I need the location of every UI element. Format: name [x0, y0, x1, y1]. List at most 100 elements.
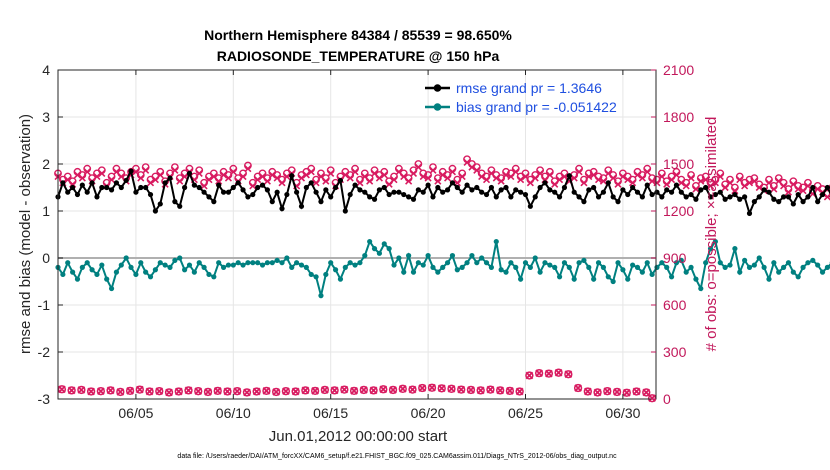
- obs-count-bottom-marker: [223, 387, 232, 396]
- bias-point: [483, 260, 490, 266]
- obs-bottom-x-stroke: [369, 386, 378, 395]
- obs-bottom-x-stroke: [87, 387, 95, 396]
- obs-count-bottom-marker: [613, 388, 621, 396]
- bias-point: [264, 260, 270, 266]
- bias-point: [615, 260, 621, 266]
- obs-count-bottom-marker: [554, 368, 563, 377]
- bias-point: [819, 269, 826, 275]
- obs-bottom-x-stroke: [447, 384, 456, 393]
- obs-assimilated-x-stroke: [142, 166, 150, 174]
- bias-point: [707, 246, 714, 252]
- obs-assimilated-point: [419, 172, 427, 181]
- obs-bottom-x-stroke: [330, 386, 339, 395]
- rmse-point: [332, 184, 339, 191]
- obs-assimilated-point: [93, 172, 101, 181]
- obs-count-bottom-marker: [301, 386, 310, 395]
- obs-count-bottom-marker: [447, 384, 456, 393]
- rmse-point: [342, 208, 348, 214]
- rmse-point: [65, 189, 71, 195]
- obs-assimilated-point: [716, 172, 724, 181]
- obs-assimilated-point: [580, 179, 588, 187]
- bias-point: [94, 271, 100, 278]
- obs-assimilated-point: [278, 179, 286, 187]
- obs-count-bottom-marker: [603, 387, 612, 396]
- obs-assimilated-point: [341, 171, 349, 179]
- rmse-point: [220, 189, 227, 195]
- obs-assimilated-x-stroke: [492, 174, 500, 182]
- rmse-point: [571, 189, 577, 195]
- obs-assimilated-point: [444, 174, 452, 182]
- obs-assimilated-x-stroke: [317, 172, 325, 181]
- obs-count-bottom-marker: [116, 388, 125, 396]
- rmse-point: [581, 199, 587, 205]
- obs-assimilated-point: [745, 179, 754, 187]
- obs-count-bottom-marker: [525, 371, 534, 380]
- obs-count-bottom-marker: [194, 387, 203, 396]
- legend-rmse-label: rmse grand pr = 1.3646: [456, 80, 602, 96]
- rmse-point: [678, 189, 684, 195]
- obs-bottom-x-stroke: [476, 386, 485, 395]
- obs-assimilated-point: [512, 168, 520, 176]
- rmse-point: [771, 196, 777, 202]
- obs-bottom-x-stroke: [174, 387, 183, 396]
- bias-point: [274, 257, 280, 263]
- obs-count-bottom-marker: [340, 385, 349, 394]
- obs-count-bottom-marker: [622, 388, 631, 397]
- legend-rmse-marker: [433, 84, 442, 92]
- obs-count-bottom-point: [272, 387, 281, 397]
- bias-point: [810, 257, 816, 263]
- obs-bottom-x-stroke: [97, 387, 105, 396]
- obs-count-bottom-point: [427, 383, 437, 392]
- obs-assimilated-point: [458, 172, 466, 181]
- obs-assimilated-x-stroke: [643, 168, 651, 176]
- bias-point: [639, 269, 645, 275]
- obs-assimilated-x-stroke: [687, 174, 695, 182]
- obs-count-bottom-point: [116, 387, 125, 397]
- obs-assimilated-x-stroke: [599, 177, 607, 185]
- rmse-point: [152, 208, 158, 214]
- obs-assimilated-point: [726, 179, 734, 187]
- y-left-tick-label: 1: [42, 203, 50, 219]
- rmse-point: [537, 184, 543, 191]
- obs-count-bottom-point: [476, 386, 485, 395]
- bias-point: [123, 255, 129, 261]
- bias-point: [668, 274, 675, 280]
- obs-assimilated-x-stroke: [268, 171, 276, 179]
- obs-assimilated-x-stroke: [619, 172, 627, 181]
- bias-point: [157, 260, 163, 266]
- rmse-point: [167, 175, 173, 181]
- rmse-point: [610, 194, 616, 200]
- obs-count-bottom-point: [320, 385, 330, 395]
- obs-count-bottom-point: [77, 385, 86, 395]
- obs-count-bottom-marker: [77, 386, 86, 394]
- rmse-point: [746, 210, 753, 216]
- rmse-point: [479, 189, 485, 195]
- obs-assimilated-point: [322, 177, 330, 185]
- obs-assimilated-x-stroke: [697, 177, 705, 185]
- bias-point: [430, 264, 436, 270]
- bias-point: [581, 257, 587, 263]
- y-right-tick-label: 1500: [663, 156, 694, 172]
- obs-assimilated-x-stroke: [823, 193, 830, 201]
- rmse-point: [191, 182, 197, 188]
- obs-count-bottom-point: [184, 386, 193, 395]
- obs-bottom-x-stroke: [418, 384, 427, 392]
- obs-assimilated-x-stroke: [78, 174, 86, 182]
- obs-bottom-x-stroke: [252, 387, 261, 396]
- y-right-tick-label: 1800: [663, 109, 694, 125]
- rmse-point: [318, 199, 324, 205]
- rmse-point: [464, 182, 470, 188]
- obs-assimilated-x-stroke: [536, 169, 544, 177]
- obs-assimilated-point: [434, 177, 442, 185]
- bias-point: [751, 262, 757, 268]
- rmse-point: [600, 189, 607, 195]
- rmse-point: [352, 182, 358, 188]
- bias-point: [586, 264, 592, 270]
- obs-bottom-x-stroke: [243, 388, 251, 397]
- obs-bottom-x-stroke: [506, 387, 514, 395]
- bias-point: [488, 264, 495, 270]
- bias-point: [313, 274, 319, 280]
- obs-bottom-x-stroke: [165, 388, 173, 397]
- bias-point: [654, 264, 660, 270]
- bias-point: [756, 255, 762, 261]
